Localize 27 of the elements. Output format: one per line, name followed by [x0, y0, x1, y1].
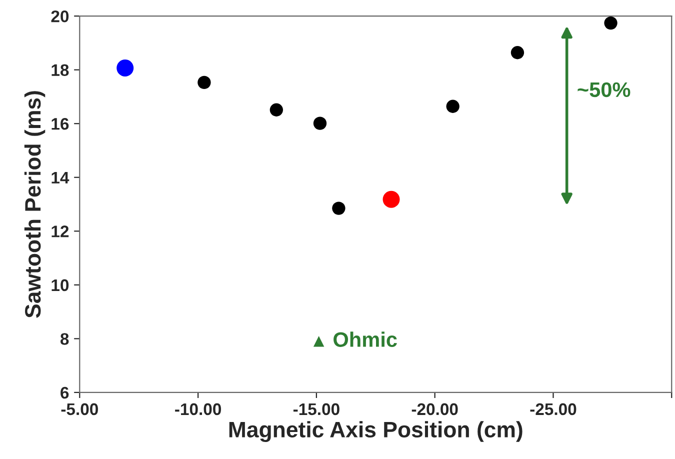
x-tick-label: -25.00 — [530, 403, 576, 416]
point — [116, 59, 134, 76]
point — [332, 202, 346, 215]
point — [510, 46, 524, 60]
point — [270, 103, 284, 116]
point — [604, 16, 618, 30]
y-tick-label: 16 — [52, 118, 69, 130]
y-tick-label: 14 — [52, 172, 70, 184]
y-axis-title: Sawtooth Period (ms) — [24, 91, 46, 318]
point — [446, 100, 460, 113]
y-tick-label: 8 — [60, 333, 69, 345]
x-tick-label: -10.00 — [175, 403, 221, 416]
annotation: ~50% — [578, 82, 630, 98]
x-tick-label: -20.00 — [412, 403, 458, 416]
point — [198, 76, 211, 90]
x-tick-label: -5.00 — [61, 403, 98, 416]
y-tick-label: 12 — [52, 226, 69, 238]
point — [382, 190, 400, 208]
series-label: Ohmic — [334, 332, 397, 347]
x-tick-label: -15.00 — [293, 403, 340, 416]
point — [313, 116, 327, 130]
y-tick-label: 10 — [52, 279, 69, 292]
y-tick-label: 18 — [52, 64, 69, 76]
x-axis-title: Magnetic Axis Position (cm) — [229, 421, 522, 442]
point — [313, 336, 324, 347]
y-tick-label: 6 — [60, 386, 69, 399]
y-tick-label: 20 — [51, 10, 69, 22]
